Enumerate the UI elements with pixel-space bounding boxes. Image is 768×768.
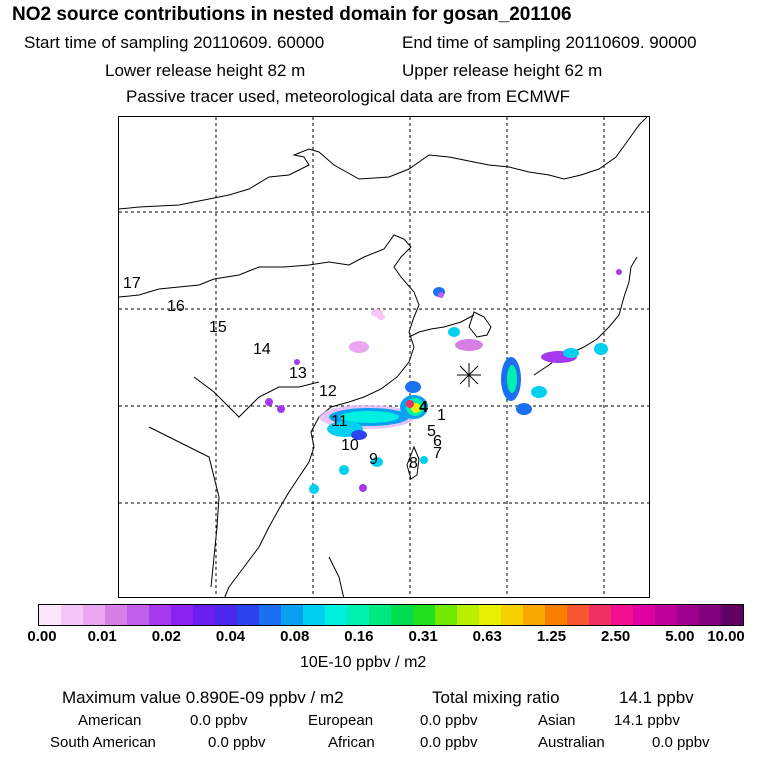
colorbar-tick-label: 5.00: [665, 628, 695, 645]
trajectory-label: 12: [319, 383, 337, 400]
colorbar-tick-label: 10.00: [707, 628, 745, 645]
colorbar-swatch: [369, 605, 391, 625]
colorbar-swatch: [171, 605, 193, 625]
region-value: 14.1 ppbv: [614, 712, 680, 729]
start-time-label: Start time of sampling 20110609. 60000: [24, 33, 325, 52]
colorbar-swatch: [259, 605, 281, 625]
region-name: European: [308, 712, 374, 729]
colorbar-swatch: [149, 605, 171, 625]
region-name: African: [328, 734, 375, 751]
colorbar: [38, 604, 744, 626]
coastlines: [119, 117, 648, 597]
trajectory-label: 8: [409, 455, 418, 472]
colorbar-swatch: [303, 605, 325, 625]
region-value: 0.0 ppbv: [420, 734, 478, 751]
trajectory-label: 7: [433, 445, 442, 462]
region-name: South American: [50, 734, 156, 751]
trajectory-label: 6: [433, 433, 442, 450]
region-value: 0.0 ppbv: [208, 734, 266, 751]
colorbar-swatch: [567, 605, 589, 625]
colorbar-tick-label: 0.08: [280, 628, 310, 645]
lower-release-label: Lower release height 82 m: [105, 61, 306, 80]
colorbar-swatch: [677, 605, 699, 625]
colorbar-swatch: [435, 605, 457, 625]
region-name: Australian: [538, 734, 605, 751]
upper-release-label: Upper release height 62 m: [402, 61, 603, 80]
trajectory-label: 13: [289, 365, 307, 382]
colorbar-swatch: [655, 605, 677, 625]
colorbar-swatch: [325, 605, 347, 625]
colorbar-swatch: [237, 605, 259, 625]
total-mixing-value: 14.1 ppbv: [619, 688, 694, 707]
colorbar-tick-label: 0.04: [215, 628, 246, 645]
colorbar-swatch: [413, 605, 435, 625]
trajectory-label: 1: [437, 407, 446, 424]
trajectory-label: 9: [369, 451, 378, 468]
max-value-label: Maximum value 0.890E-09 ppbv / m2: [62, 688, 344, 707]
colorbar-tick-label: 2.50: [601, 628, 631, 645]
receptor-star-icon: [457, 363, 481, 387]
colorbar-swatch: [545, 605, 567, 625]
colorbar-swatch: [633, 605, 655, 625]
trajectory-label: 16: [167, 298, 185, 315]
colorbar-swatch: [457, 605, 479, 625]
colorbar-swatch: [611, 605, 633, 625]
region-name: Asian: [538, 712, 576, 729]
trajectory-label: 10: [341, 437, 359, 454]
concentration-field: [265, 269, 622, 494]
region-value: 0.0 ppbv: [652, 734, 710, 751]
colorbar-tick-label: 0.16: [344, 628, 374, 645]
colorbar-swatch: [721, 605, 743, 625]
colorbar-units: 10E-10 ppbv / m2: [300, 654, 427, 671]
trajectory-label: 11: [331, 413, 348, 430]
end-time-label: End time of sampling 20110609. 90000: [402, 33, 697, 52]
colorbar-swatch: [501, 605, 523, 625]
colorbar-tick-label: 0.63: [472, 628, 502, 645]
colorbar-swatch: [105, 605, 127, 625]
colorbar-swatch: [589, 605, 611, 625]
colorbar-swatch: [699, 605, 721, 625]
region-name: American: [78, 712, 142, 729]
colorbar-swatch: [39, 605, 61, 625]
trajectory-label: 15: [209, 319, 227, 336]
colorbar-swatch: [347, 605, 369, 625]
tracer-note: Passive tracer used, meteorological data…: [126, 87, 571, 106]
colorbar-swatch: [479, 605, 501, 625]
colorbar-tick-label: 0.00: [27, 628, 57, 645]
colorbar-swatch: [61, 605, 83, 625]
colorbar-swatch: [281, 605, 303, 625]
colorbar-swatch: [215, 605, 237, 625]
colorbar-tick-label: 0.01: [87, 628, 117, 645]
colorbar-swatch: [127, 605, 149, 625]
map-canvas: [119, 117, 649, 597]
trajectory-label: 17: [123, 275, 141, 292]
trajectory-label: 4: [419, 399, 428, 416]
colorbar-tick-label: 0.02: [151, 628, 181, 645]
region-value: 0.0 ppbv: [420, 712, 478, 729]
colorbar-tick-label: 1.25: [536, 628, 567, 645]
colorbar-swatch: [83, 605, 105, 625]
map-title: NO2 source contributions in nested domai…: [12, 4, 572, 25]
region-value: 0.0 ppbv: [190, 712, 248, 729]
colorbar-tick-label: 0.31: [408, 628, 438, 645]
trajectory-label: 5: [427, 423, 436, 440]
colorbar-swatch: [523, 605, 545, 625]
colorbar-swatch: [391, 605, 413, 625]
colorbar-swatch: [193, 605, 215, 625]
map-panel: 1 4 5 6 7 8 9 10 11 12 13 14 15 16 17: [118, 116, 650, 598]
total-mixing-label: Total mixing ratio: [432, 688, 560, 707]
trajectory-label: 14: [253, 341, 271, 358]
